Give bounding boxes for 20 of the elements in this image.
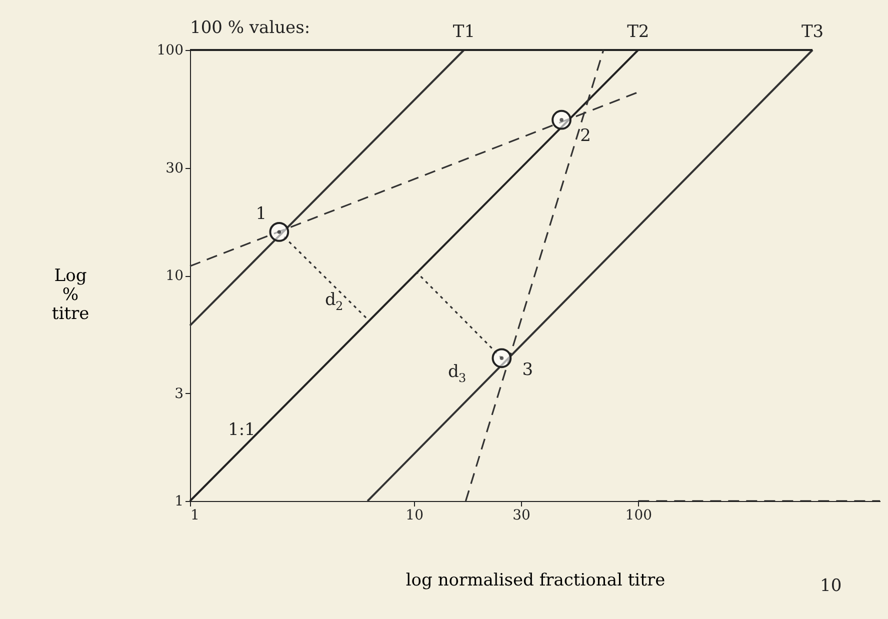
annotation: 3	[522, 360, 534, 380]
x-tick-label: 30	[512, 508, 530, 524]
x-tick-label: 10	[406, 508, 424, 524]
text: 100 % values:	[190, 18, 310, 38]
annotation: T2	[627, 22, 650, 42]
annotation: 2	[580, 126, 591, 146]
y-axis-title: Log % titre	[52, 266, 90, 324]
y-tick-label: 1	[174, 494, 184, 510]
y-tick-label: 10	[166, 268, 184, 284]
annotation: 1:1	[228, 420, 256, 440]
annotation: T1	[452, 22, 476, 42]
x-axis-title: log normalised fractional titre	[406, 570, 666, 590]
annotation: 1	[256, 204, 267, 224]
y-tick-label: 100	[156, 42, 184, 58]
text: 10	[820, 576, 842, 596]
annotation: T3	[801, 22, 824, 42]
x-tick-label: 1	[190, 508, 200, 524]
y-tick-label: 30	[166, 160, 184, 176]
y-tick-label: 3	[174, 386, 184, 402]
x-tick-label: 100	[625, 508, 652, 524]
